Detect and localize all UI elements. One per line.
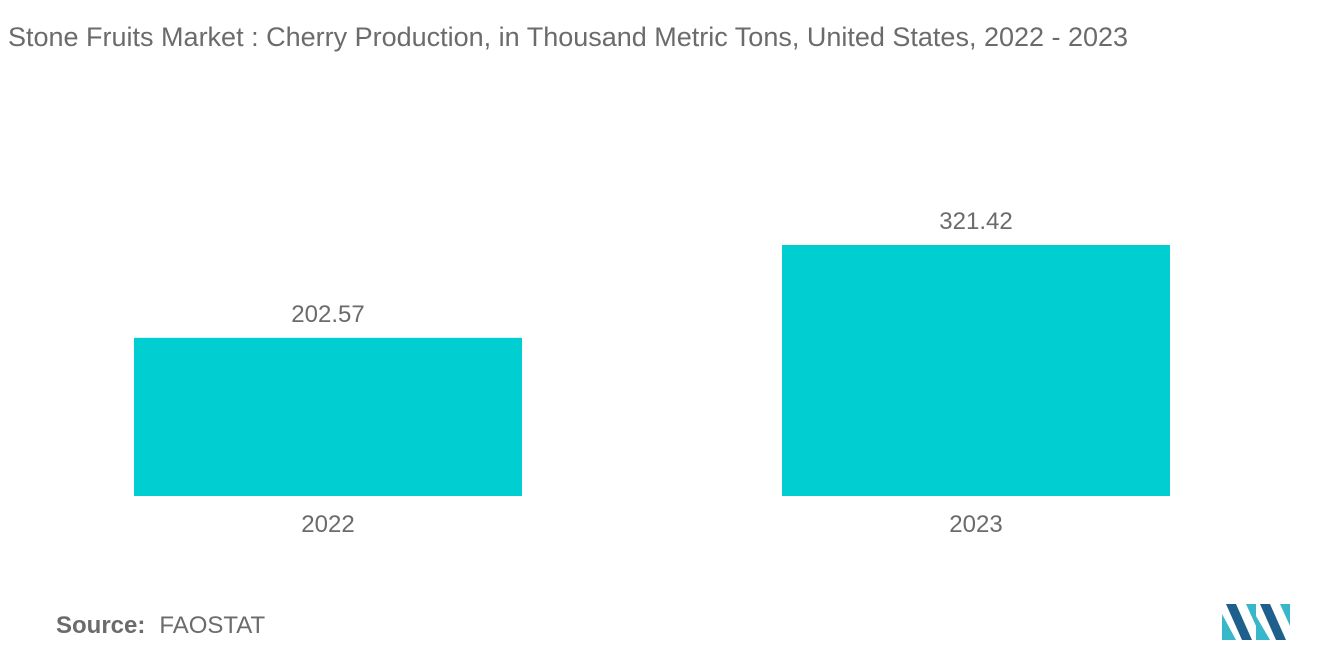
logo-shape-2	[1226, 604, 1252, 640]
x-tick-label-2022: 2022	[301, 511, 354, 538]
logo-shape-4	[1256, 616, 1270, 640]
source-label: Source:	[56, 612, 146, 639]
bar-2022	[134, 337, 522, 496]
chart-title: Stone Fruits Market : Cherry Production,…	[8, 22, 1129, 52]
logo-shape-3	[1246, 604, 1256, 626]
source-value: FAOSTAT	[159, 612, 266, 639]
data-label-2022: 202.57	[291, 301, 364, 328]
mordor-intelligence-logo-icon	[1222, 604, 1290, 640]
logo-shape-6	[1280, 604, 1290, 626]
bar-chart: 202.57 2022 321.42 2023	[134, 208, 1170, 538]
bar-2023	[782, 245, 1170, 496]
source-line: Source: FAOSTAT	[56, 612, 265, 640]
logo-shape-1	[1222, 614, 1236, 640]
x-tick-label-2023: 2023	[949, 511, 1002, 538]
logo-shape-5	[1260, 604, 1286, 640]
data-label-2023: 321.42	[939, 208, 1012, 235]
